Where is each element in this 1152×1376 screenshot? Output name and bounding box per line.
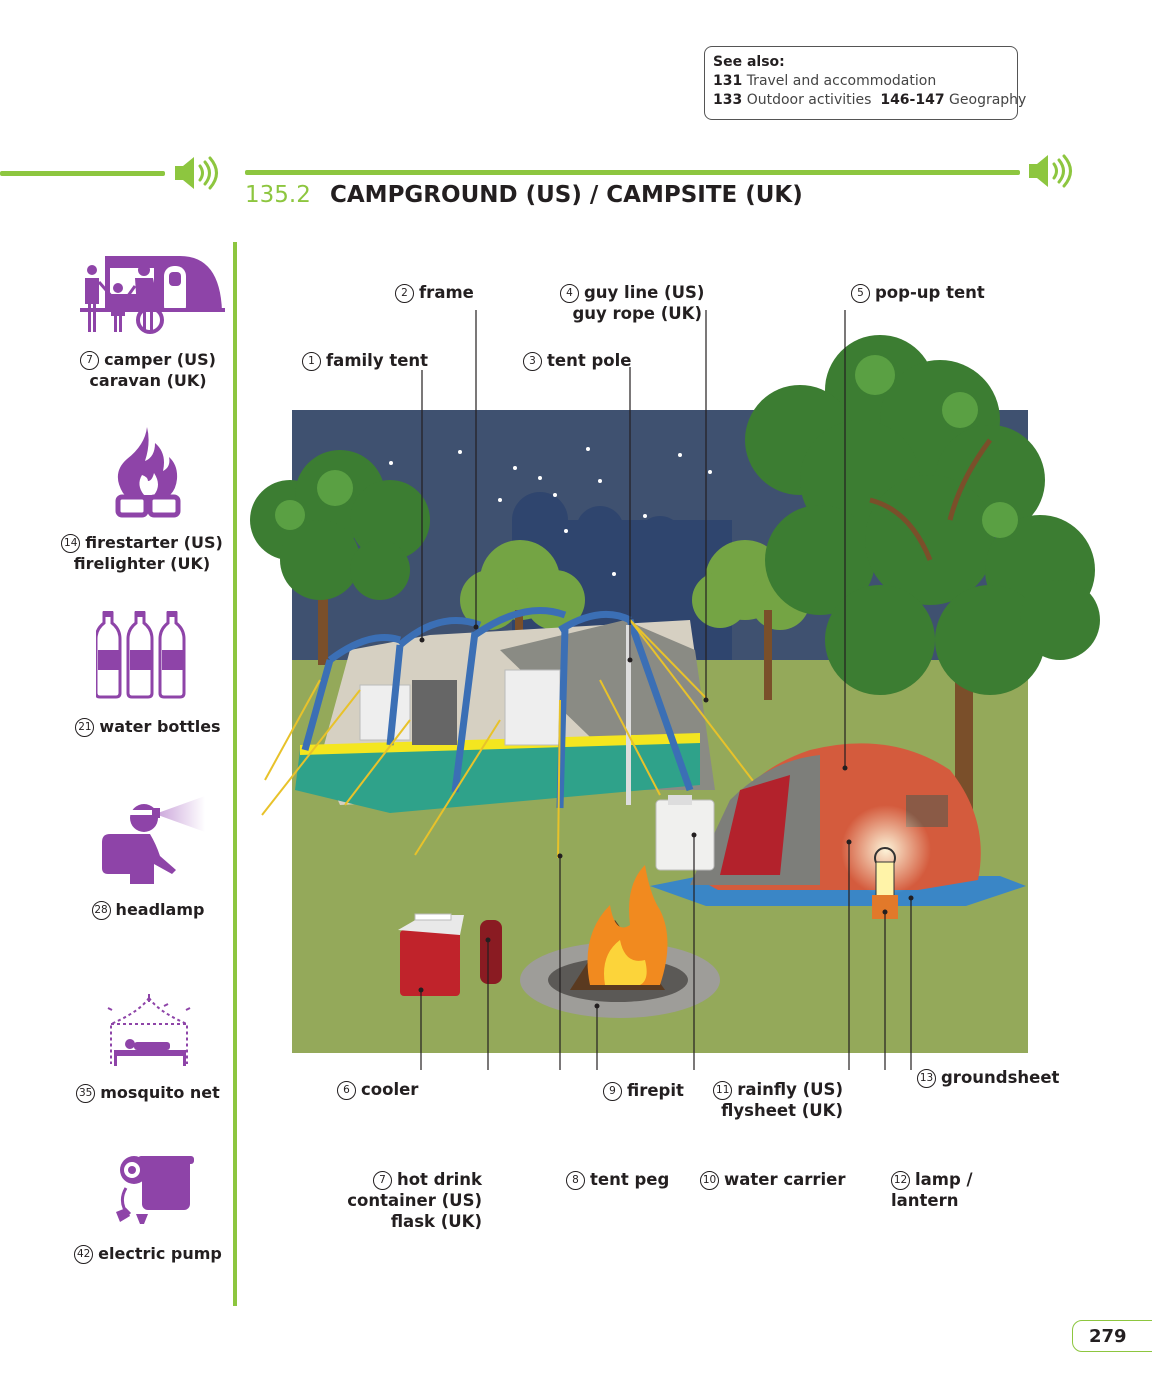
campground-illustration	[250, 310, 1100, 1070]
label-family-tent: 1 family tent	[302, 350, 428, 371]
headlamp-icon	[102, 796, 205, 884]
sidebar-item-water-bottles: 21 water bottles	[58, 716, 238, 737]
see-also-ref[interactable]: 146-147 Geography	[880, 92, 1027, 108]
water-bottles-icon	[96, 611, 186, 699]
lantern-shape	[872, 847, 898, 919]
label-cooler: 6 cooler	[337, 1079, 418, 1100]
sidebar-item-electric-pump: 42 electric pump	[58, 1243, 238, 1264]
sidebar-item-headlamp: 28 headlamp	[58, 899, 238, 920]
audio-speaker-icon[interactable]	[173, 153, 219, 193]
header-rule-right	[245, 170, 1020, 175]
label-tent-pole: 3 tent pole	[523, 350, 631, 371]
see-also-heading: See also:	[713, 54, 785, 70]
family-tent	[261, 607, 761, 859]
label-hot-drink-container: 7 hot drink container (US) flask (UK)	[347, 1170, 482, 1231]
page-number: 279	[1072, 1320, 1152, 1352]
label-frame: 2 frame	[395, 282, 474, 303]
label-groundsheet: 13 groundsheet	[917, 1067, 1059, 1088]
sidebar-item-mosquito-net: 35 mosquito net	[58, 1082, 238, 1103]
sidebar-item-firestarter: 14 firestarter (US) firelighter (UK)	[52, 532, 232, 574]
firepit-shape	[520, 865, 720, 1018]
label-tent-peg: 8 tent peg	[566, 1169, 669, 1190]
popup-tent	[690, 743, 981, 895]
header-rule-left	[0, 171, 165, 176]
label-rainfly: 11 rainfly (US) flysheet (UK)	[700, 1079, 843, 1121]
audio-speaker-icon[interactable]	[1027, 151, 1073, 191]
label-water-carrier: 10 water carrier	[700, 1169, 846, 1190]
flask-shape	[480, 920, 502, 984]
label-guy-line: 4 guy line (US) guy rope (UK)	[560, 282, 704, 324]
see-also-ref[interactable]: 131 Travel and accommodation	[713, 73, 937, 89]
label-lamp: 12 lamp / lantern	[891, 1170, 973, 1210]
label-popup-tent: 5 pop-up tent	[851, 282, 985, 303]
water-carrier-shape	[655, 799, 715, 871]
label-firepit: 9 firepit	[603, 1080, 684, 1101]
see-also-box: See also: 131 Travel and accommodation 1…	[704, 46, 1026, 120]
section-number: 135.2	[245, 182, 311, 208]
mosquito-net-icon	[107, 994, 191, 1066]
firestarter-icon	[115, 427, 181, 518]
sidebar-item-camper: 7 camper (US) caravan (UK)	[58, 349, 238, 391]
cooler-shape	[398, 913, 464, 996]
section-title: CAMPGROUND (US) / CAMPSITE (UK)	[330, 182, 803, 208]
sidebar-divider	[233, 242, 237, 1306]
electric-pump-icon	[116, 1156, 194, 1224]
caravan-icon	[80, 256, 225, 334]
see-also-ref[interactable]: 133 Outdoor activities	[713, 92, 872, 108]
